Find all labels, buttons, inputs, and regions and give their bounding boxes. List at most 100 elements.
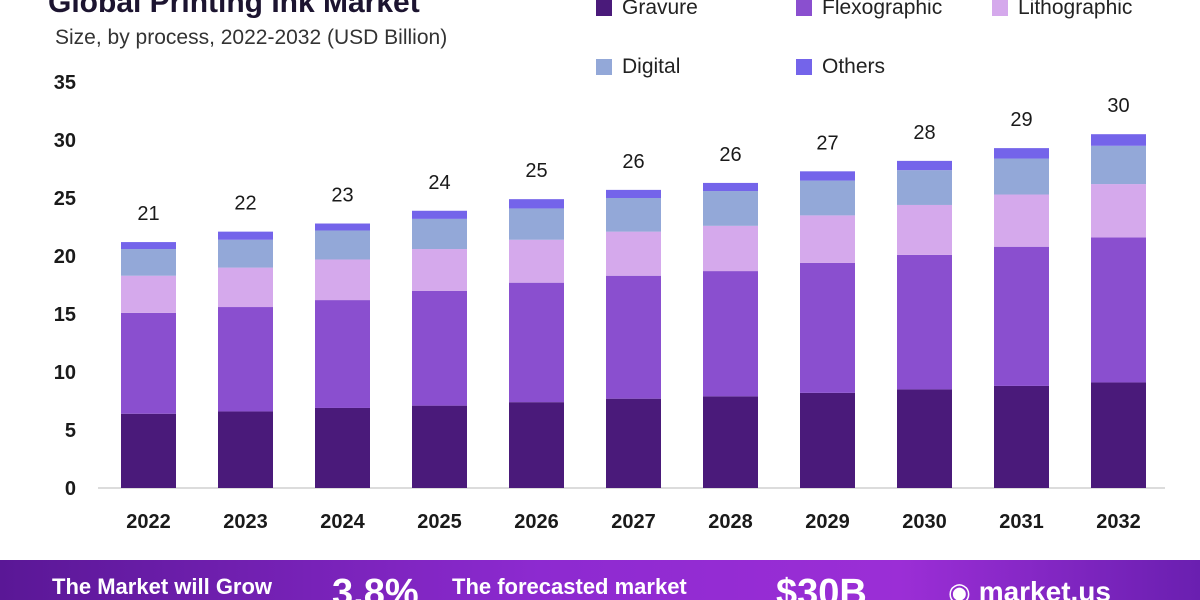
banner-grow-text: The Market will Grow (52, 574, 273, 599)
bar-flexographic-2032 (1091, 237, 1146, 383)
y-tick-label-35: 35 (54, 72, 76, 94)
legend-label-gravure: Gravure (622, 0, 698, 19)
bar-flexographic-2023 (218, 307, 273, 412)
brand-name: market.us (978, 576, 1111, 600)
bar-flexographic-2026 (509, 282, 564, 403)
bar-lithographic-2032 (1091, 184, 1146, 238)
chart-title: Global Printing Ink Market (48, 0, 420, 19)
y-tick-label-10: 10 (54, 362, 76, 384)
legend-label-lithographic: Lithographic (1018, 0, 1133, 19)
total-label-2022: 21 (137, 203, 159, 225)
y-tick-label-20: 20 (54, 246, 76, 268)
bar-flexographic-2029 (800, 262, 855, 393)
bar-lithographic-2027 (606, 231, 661, 276)
legend-swatch-flexographic (796, 0, 812, 16)
bar-lithographic-2023 (218, 267, 273, 308)
total-label-2026: 25 (525, 160, 547, 182)
bar-gravure-2030 (897, 389, 952, 488)
total-label-2031: 29 (1010, 109, 1032, 131)
legend-item-digital: Digital (596, 55, 680, 79)
bar-digital-2022 (121, 249, 176, 276)
bar-digital-2030 (897, 170, 952, 205)
bar-digital-2024 (315, 230, 370, 260)
banner-brand: ◉ market.us (948, 576, 1111, 600)
bar-lithographic-2031 (994, 194, 1049, 247)
x-tick-label-2026: 2026 (514, 511, 559, 533)
bar-digital-2023 (218, 239, 273, 268)
banner-forecast-text: The forecasted market (452, 574, 687, 599)
y-tick-label-5: 5 (65, 420, 76, 442)
bar-gravure-2029 (800, 392, 855, 488)
x-tick-label-2032: 2032 (1096, 511, 1141, 533)
stacked-bar-chart: 0510152025303521202222202323202424202525… (54, 72, 1165, 533)
legend-item-lithographic: Lithographic (992, 0, 1132, 20)
total-label-2024: 23 (331, 185, 353, 207)
bar-lithographic-2030 (897, 204, 952, 255)
bar-others-2023 (218, 231, 273, 240)
bar-lithographic-2026 (509, 239, 564, 283)
x-tick-label-2031: 2031 (999, 511, 1044, 533)
bar-others-2026 (509, 199, 564, 209)
bar-others-2030 (897, 160, 952, 171)
bar-flexographic-2031 (994, 246, 1049, 386)
chart-subtitle: Size, by process, 2022-2032 (USD Billion… (55, 26, 448, 49)
bar-flexographic-2022 (121, 312, 176, 414)
total-label-2023: 22 (234, 193, 256, 215)
bar-gravure-2027 (606, 398, 661, 488)
bar-digital-2025 (412, 218, 467, 250)
bar-gravure-2025 (412, 405, 467, 488)
banner-market-value: $30B (776, 572, 867, 600)
total-label-2028: 26 (719, 144, 741, 166)
x-tick-label-2027: 2027 (611, 511, 656, 533)
bar-others-2032 (1091, 134, 1146, 146)
banner-cagr: 3.8% (332, 572, 419, 600)
bar-gravure-2026 (509, 402, 564, 488)
legend-label-flexographic: Flexographic (822, 0, 943, 19)
legend-label-digital: Digital (622, 55, 681, 78)
bar-flexographic-2025 (412, 290, 467, 406)
x-tick-label-2030: 2030 (902, 511, 947, 533)
x-tick-label-2029: 2029 (805, 511, 850, 533)
x-tick-label-2022: 2022 (126, 511, 171, 533)
bar-lithographic-2024 (315, 259, 370, 301)
total-label-2025: 24 (428, 172, 450, 194)
bar-digital-2029 (800, 180, 855, 216)
x-tick-label-2024: 2024 (320, 511, 365, 533)
bar-lithographic-2025 (412, 249, 467, 291)
bar-lithographic-2029 (800, 215, 855, 263)
legend-swatch-gravure (596, 0, 612, 16)
total-label-2032: 30 (1107, 95, 1129, 117)
bar-digital-2027 (606, 198, 661, 232)
bar-others-2031 (994, 148, 1049, 159)
bar-others-2029 (800, 171, 855, 181)
bar-flexographic-2027 (606, 275, 661, 399)
total-label-2030: 28 (913, 122, 935, 144)
y-tick-label-25: 25 (54, 188, 76, 210)
total-label-2029: 27 (816, 132, 838, 154)
bar-others-2022 (121, 242, 176, 250)
x-tick-label-2025: 2025 (417, 511, 462, 533)
bar-flexographic-2024 (315, 300, 370, 408)
x-tick-label-2023: 2023 (223, 511, 268, 533)
bar-others-2024 (315, 223, 370, 231)
bar-flexographic-2028 (703, 271, 758, 397)
bar-gravure-2031 (994, 385, 1049, 488)
legend-label-others: Others (822, 55, 886, 78)
legend-item-flexographic: Flexographic (796, 0, 942, 20)
bar-gravure-2022 (121, 413, 176, 488)
x-tick-label-2028: 2028 (708, 511, 753, 533)
footer-banner: The Market will Grow 3.8% The forecasted… (0, 560, 1200, 600)
bar-others-2025 (412, 210, 467, 219)
legend-swatch-lithographic (992, 0, 1008, 16)
y-tick-label-30: 30 (54, 130, 76, 152)
bar-digital-2026 (509, 208, 564, 240)
bar-digital-2032 (1091, 145, 1146, 185)
bar-flexographic-2030 (897, 254, 952, 390)
legend-item-gravure: Gravure (596, 0, 698, 20)
bar-digital-2031 (994, 158, 1049, 195)
bar-gravure-2023 (218, 411, 273, 488)
brand-icon: ◉ (948, 577, 971, 600)
y-tick-label-15: 15 (54, 304, 76, 326)
legend-swatch-others (796, 59, 812, 75)
legend-swatch-digital (596, 59, 612, 75)
